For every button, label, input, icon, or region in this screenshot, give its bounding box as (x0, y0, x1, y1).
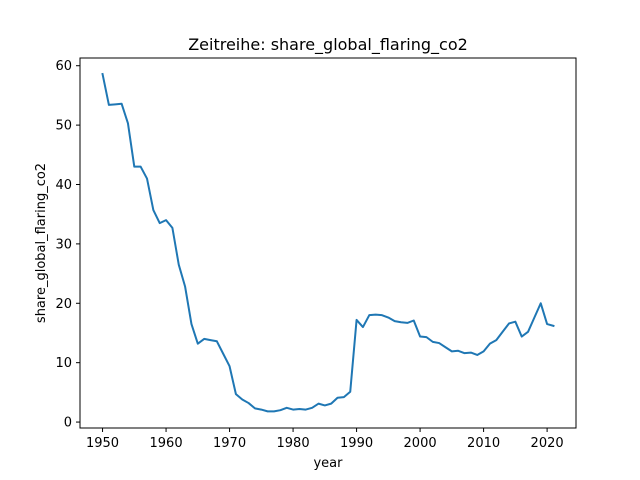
x-tick-label: 2010 (467, 436, 500, 451)
series-line (103, 74, 554, 411)
y-axis-label: share_global_flaring_co2 (34, 163, 49, 323)
x-tick-label: 2020 (531, 436, 564, 451)
x-tick-label: 1990 (340, 436, 373, 451)
y-tick-label: 20 (55, 297, 72, 312)
chart-title: Zeitreihe: share_global_flaring_co2 (188, 35, 468, 55)
x-axis: 1950 1960 1970 1980 1990 2000 2010 2020 (86, 428, 564, 451)
y-tick-label: 60 (55, 59, 72, 74)
x-tick-label: 1960 (150, 436, 183, 451)
x-tick-label: 1980 (277, 436, 310, 451)
y-axis: 0 10 20 30 40 50 60 (55, 59, 80, 430)
x-axis-label: year (313, 456, 343, 471)
x-tick-label: 2000 (404, 436, 437, 451)
plot-frame (80, 58, 576, 428)
y-tick-label: 30 (55, 237, 72, 252)
y-tick-label: 40 (55, 178, 72, 193)
y-tick-label: 0 (64, 416, 72, 431)
y-tick-label: 10 (55, 356, 72, 371)
x-tick-label: 1970 (213, 436, 246, 451)
x-tick-label: 1950 (86, 436, 119, 451)
y-tick-label: 50 (55, 119, 72, 134)
